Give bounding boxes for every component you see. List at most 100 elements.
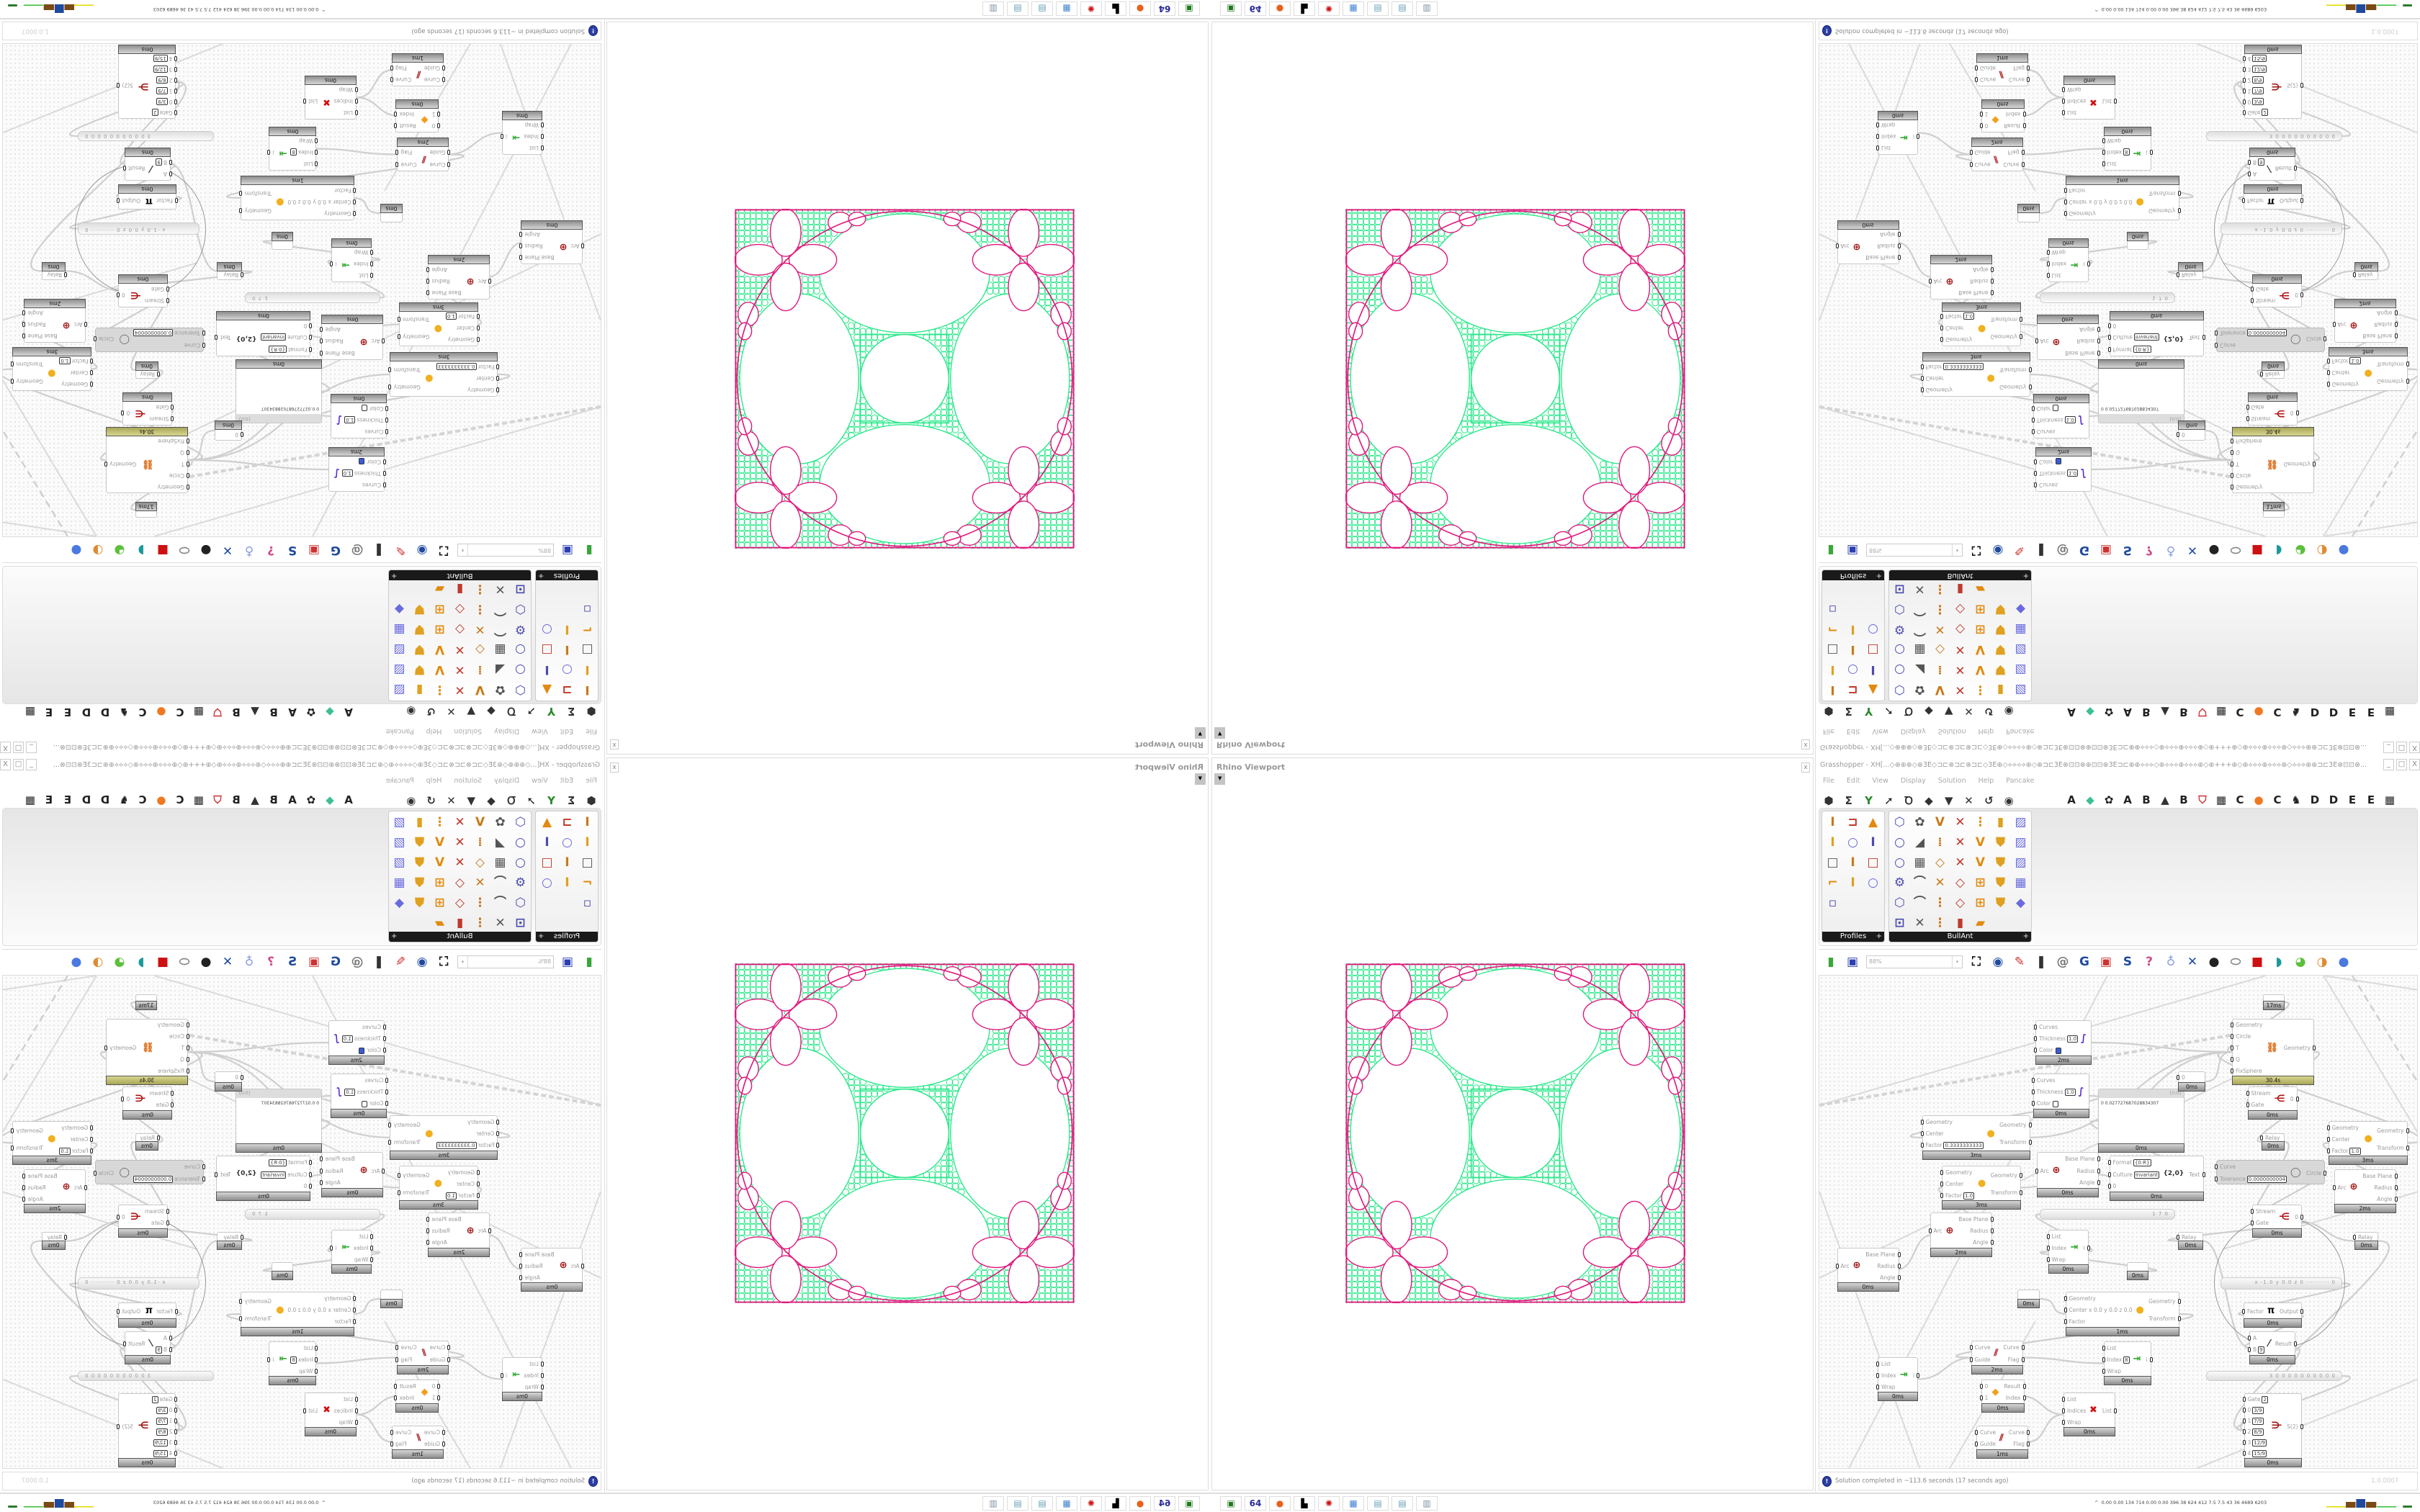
menu-item-pancake[interactable]: Pancake <box>2006 727 2035 735</box>
input-param[interactable]: Geometry <box>2236 484 2262 490</box>
param-value[interactable]: 1.0 <box>2349 357 2361 365</box>
menu-item-display[interactable]: Display <box>1900 727 1926 735</box>
minimize-button[interactable]: _ <box>26 759 37 770</box>
palette-component-icon[interactable]: ○ <box>515 835 526 850</box>
intersect-icon[interactable]: ✕ <box>447 794 456 807</box>
param-value[interactable]: 7/9 <box>2252 87 2264 94</box>
gh-component[interactable]: Stream Gate 0 ⋲ 0ms <box>121 392 174 426</box>
input-param[interactable]: 0 <box>432 122 436 129</box>
output-param[interactable]: Base Plane <box>431 1215 462 1223</box>
toolbar-tool-icon[interactable]: ● <box>71 543 82 558</box>
output-param[interactable]: Curve <box>2003 161 2020 168</box>
toolbar-tool-icon[interactable]: ❚ <box>373 954 385 969</box>
input-param[interactable]: Factor0.3333333333 <box>436 362 495 370</box>
input-grip[interactable] <box>1979 111 1983 117</box>
component-tab-icon[interactable]: E <box>2348 706 2357 719</box>
output-grip[interactable] <box>11 361 14 367</box>
input-grip[interactable] <box>2242 67 2246 72</box>
palette-bullant-label[interactable]: BullAnt + <box>1889 932 2031 942</box>
input-grip[interactable] <box>2260 372 2263 377</box>
output-grip[interactable] <box>398 334 400 340</box>
input-param[interactable]: Curves <box>2037 428 2056 435</box>
output-param[interactable]: Result <box>128 1341 145 1347</box>
component-tab-icon[interactable]: ◆ <box>2086 706 2094 719</box>
input-param[interactable]: List <box>344 1396 353 1403</box>
chevron-down-icon[interactable]: ▾ <box>458 544 468 557</box>
palette-component-icon[interactable]: ◢ <box>1914 835 1925 850</box>
zoom-input[interactable]: 88% ▾ <box>457 544 554 557</box>
floppy-64-icon[interactable]: 64 <box>1154 1496 1175 1511</box>
surface-icon[interactable]: ◆ <box>1924 794 1933 807</box>
input-param[interactable]: List <box>303 1345 313 1351</box>
color-swatch[interactable] <box>359 1047 365 1054</box>
input-param[interactable]: 1 <box>432 111 436 117</box>
input-grip[interactable] <box>383 482 386 488</box>
output-grip[interactable] <box>121 1097 125 1102</box>
output-param[interactable]: Angle <box>524 1274 540 1281</box>
output-param[interactable]: 0 <box>126 410 130 416</box>
menu-item-file[interactable]: File <box>1823 727 1834 735</box>
output-grip[interactable] <box>2394 333 2398 339</box>
output-grip[interactable] <box>121 410 125 415</box>
toolbar-tool-icon[interactable]: ✎ <box>2014 543 2025 558</box>
palette-component-icon[interactable]: ◇ <box>1955 622 1966 636</box>
palette-component-icon[interactable]: ✕ <box>454 662 465 677</box>
input-grip[interactable] <box>175 1308 178 1314</box>
hexagon-icon[interactable]: ⬢ <box>586 705 596 718</box>
toolbar-tool-icon[interactable]: @ <box>2056 954 2069 969</box>
output-param[interactable]: Output <box>122 197 141 204</box>
gh-component[interactable]: Curve Guide Curve Flag ⫽ 2ms <box>395 1341 451 1374</box>
red-app-icon[interactable]: ✺ <box>1080 1496 1102 1511</box>
input-grip[interactable] <box>2031 429 2035 435</box>
arrow-icon[interactable]: ➚ <box>526 705 536 718</box>
input-param[interactable]: Thickness1.0 <box>344 416 384 423</box>
param-value[interactable]: 0.0000000004 <box>2246 329 2287 336</box>
toolbar-tool-icon[interactable]: ◕ <box>2295 954 2306 969</box>
input-param[interactable]: Stream <box>145 297 164 304</box>
param-value[interactable]: Invariant <box>260 1171 287 1179</box>
param-value[interactable]: 1.0 <box>341 1035 353 1043</box>
transform-icon[interactable]: ↺ <box>1984 794 1994 807</box>
gh-component[interactable]: 0ms <box>272 1262 293 1280</box>
palette-component-icon[interactable]: ○ <box>515 642 526 657</box>
output-param[interactable]: Geometry <box>109 461 137 467</box>
output-param[interactable]: S(2) <box>122 1423 133 1430</box>
palette-component-icon[interactable]: ⌒ <box>1914 622 1926 636</box>
output-param[interactable]: Result <box>2004 122 2021 130</box>
input-param[interactable]: Guide <box>1980 65 1996 71</box>
document-stack-icon[interactable]: ▥ <box>982 1 1004 16</box>
toolbar-tool-icon[interactable]: ◕ <box>2295 543 2306 558</box>
zoom-input[interactable]: 88% ▾ <box>1866 544 1963 557</box>
toolbar-tool-icon[interactable]: ● <box>200 954 212 969</box>
toolbar-tool-icon[interactable]: @ <box>2056 543 2069 558</box>
palette-component-icon[interactable]: ◇ <box>475 642 485 657</box>
input-param[interactable]: Wrap <box>2067 87 2081 94</box>
output-param[interactable]: Base Plane <box>1865 254 1896 261</box>
toolbar-tool-icon[interactable]: ● <box>200 543 212 558</box>
toolbar-tool-icon[interactable]: ▣ <box>2099 543 2112 558</box>
palette-component-icon[interactable]: ◇ <box>454 622 465 636</box>
output-param[interactable]: Geometry <box>393 384 421 391</box>
gh-component[interactable]: Geometry Center x 0.0 y 0.0 z 0.0 Factor Ge… <box>2063 176 2181 220</box>
vector-icon[interactable]: Y <box>547 705 555 718</box>
input-param[interactable]: Geometry <box>1926 387 1953 393</box>
input-grip[interactable] <box>2231 484 2233 490</box>
gh-component[interactable]: 0ms <box>2017 204 2040 222</box>
palette-component-icon[interactable]: ◢ <box>495 835 506 850</box>
sigma-icon[interactable]: Σ <box>568 705 575 718</box>
param-value[interactable]: 0.3333333333 <box>1943 1142 1984 1150</box>
output-param[interactable]: i <box>2083 261 2085 268</box>
component-tab-icon[interactable]: ⛉ <box>213 706 222 719</box>
input-param[interactable]: Index <box>524 134 539 140</box>
output-param[interactable]: Radius <box>27 321 46 328</box>
input-param[interactable]: Guide <box>1975 149 1991 156</box>
input-grip[interactable] <box>1940 325 1943 331</box>
input-grip[interactable] <box>383 1036 386 1041</box>
palette-component-icon[interactable]: ▨ <box>393 815 405 829</box>
component-tab-icon[interactable]: ● <box>156 793 166 806</box>
